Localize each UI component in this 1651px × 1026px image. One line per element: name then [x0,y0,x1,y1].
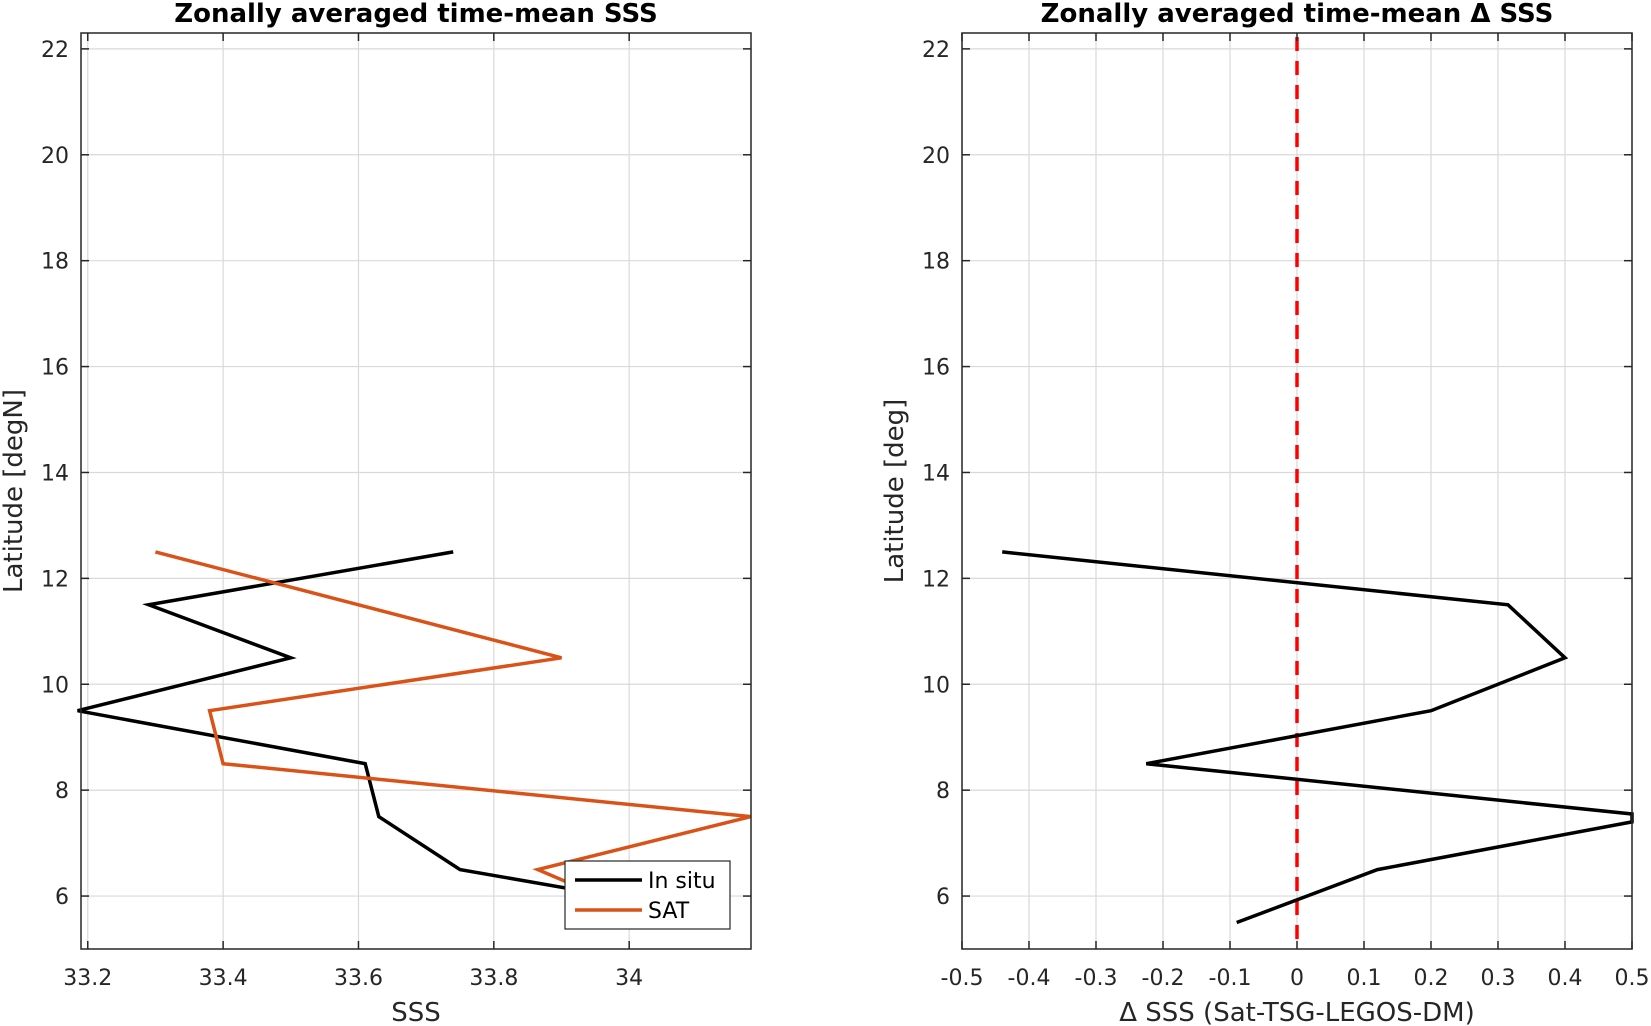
right-x-tick-label: -0.2 [1142,966,1185,991]
left-sat-line [154,550,752,888]
left-y-tick-label: 16 [41,356,69,381]
left-x-axis-label: SSS [391,998,441,1026]
left-y-tick-label: 14 [41,461,69,486]
right-y-tick-label: 18 [922,250,950,275]
right-x-tick-label: 0.3 [1481,966,1516,991]
left-y-tick-label: 12 [41,567,69,592]
right-x-tick-label: 0.5 [1615,966,1650,991]
right-panel: -0.5 -0.4 -0.3 -0.2 -0.1 0 0.1 0.2 0.3 0.4 0.5 6 8 10… [880,0,1650,1026]
right-y-tick-label: 16 [922,356,950,381]
right-y-tick-label: 8 [936,779,950,804]
legend: In situ SAT [564,860,731,930]
left-y-tick-label: 20 [41,144,69,169]
right-series-0-line [1002,550,1634,925]
left-x-tick-label: 33.4 [199,966,248,991]
right-x-tick-label: 0.1 [1347,966,1382,991]
right-y-tick-label: 22 [922,38,950,63]
left-plot-area [81,33,751,949]
left-y-tick-label: 10 [41,673,69,698]
right-chart-title: Zonally averaged time-mean Δ SSS [1041,0,1554,29]
legend-in-situ-label: In situ [648,869,716,894]
right-y-tick-label: 6 [936,885,950,910]
left-y-axis-label: Latitude [degN] [0,389,29,593]
left-grid [81,33,751,949]
right-x-tick-label: 0.2 [1414,966,1449,991]
left-x-tick-label: 33.8 [469,966,518,991]
left-axes-box [80,32,752,950]
left-panel: 33.2 33.4 33.6 33.8 34 6 8 10 12 14 16 18 20 22 Zonal… [0,0,752,1026]
right-ticks: -0.5 -0.4 -0.3 -0.2 -0.1 0 0.1 0.2 0.3 0.4 0.5 6 8 10… [922,33,1650,991]
right-y-tick-label: 12 [922,567,950,592]
left-x-tick-label: 34 [615,966,643,991]
legend-box [564,860,731,930]
legend-sat-label: SAT [648,899,690,924]
right-y-tick-label: 14 [922,461,950,486]
right-y-axis-label: Latitude [deg] [880,399,910,584]
left-y-tick-label: 18 [41,250,69,275]
right-x-tick-label: -0.1 [1209,966,1252,991]
right-series [1002,550,1634,925]
left-series [77,550,752,893]
left-y-tick-label: 8 [55,779,69,804]
right-y-tick-label: 20 [922,144,950,169]
right-x-tick-label: -0.5 [941,966,984,991]
right-x-axis-label: Δ SSS (Sat-TSG-LEGOS-DM) [1119,998,1475,1026]
left-y-tick-label: 22 [41,38,69,63]
left-in-situ-line [77,550,583,893]
right-x-tick-label: 0.4 [1548,966,1583,991]
right-x-tick-label: -0.3 [1075,966,1118,991]
left-y-tick-label: 6 [55,885,69,910]
left-x-tick-label: 33.2 [63,966,112,991]
left-chart-title: Zonally averaged time-mean SSS [174,0,658,29]
right-y-tick-label: 10 [922,673,950,698]
left-x-tick-label: 33.6 [334,966,383,991]
right-x-tick-label: 0 [1290,966,1304,991]
left-ticks: 33.2 33.4 33.6 33.8 34 6 8 10 12 14 16 18 20 22 [41,33,751,991]
right-x-tick-label: -0.4 [1008,966,1051,991]
